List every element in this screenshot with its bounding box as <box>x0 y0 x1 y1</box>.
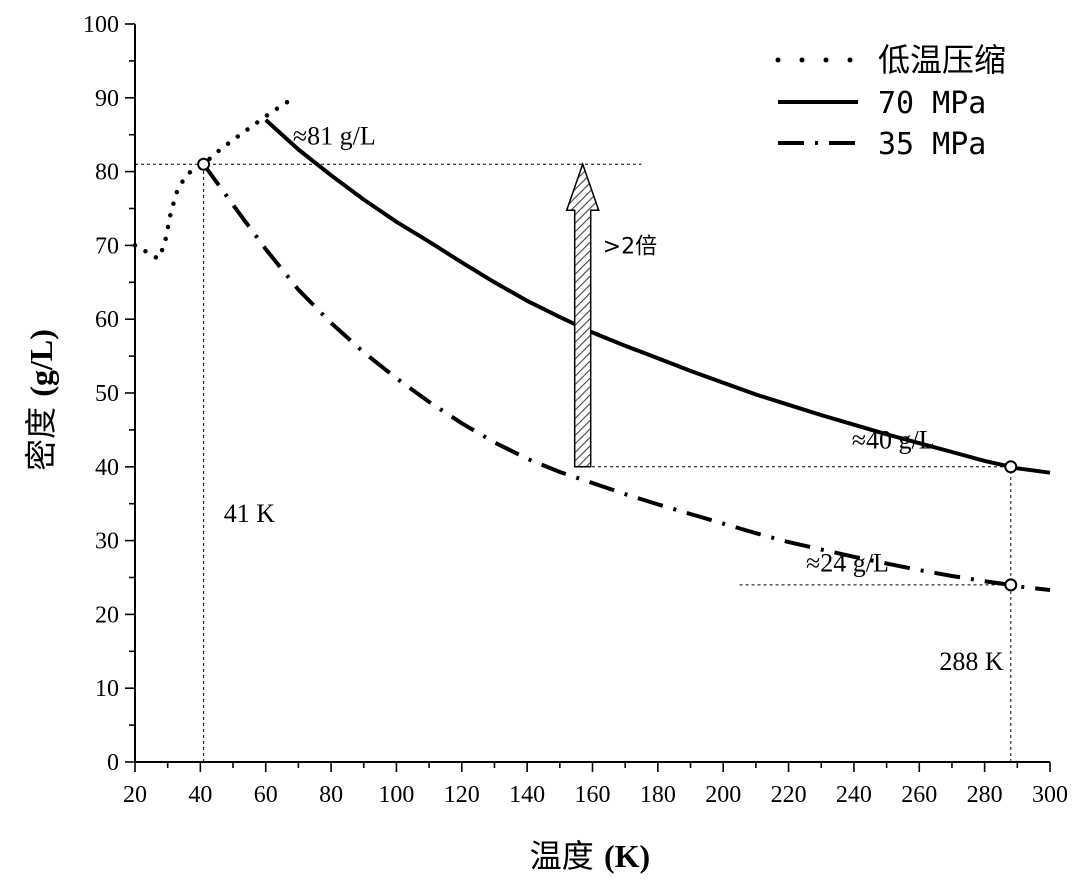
x-tick-label-0: 20 <box>123 782 147 808</box>
point-marker-0 <box>197 157 211 171</box>
legend-label-0: 低温压缩 <box>878 41 1006 79</box>
y-tick-label-8: 80 <box>95 160 119 186</box>
y-tick-label-0: 0 <box>107 750 119 776</box>
x-tick-label-13: 280 <box>967 782 1003 808</box>
series-lines <box>132 97 1051 592</box>
x-tick-label-7: 160 <box>575 782 611 808</box>
y-tick-label-9: 90 <box>95 86 119 112</box>
annotation-0: ≈81 g/L <box>293 121 376 150</box>
x-tick-label-3: 80 <box>319 782 343 808</box>
y-tick-label-1: 10 <box>95 676 119 702</box>
y-tick-label-3: 30 <box>95 529 119 555</box>
x-title-unit: (K) <box>604 838 650 874</box>
annotation-4: 288 K <box>939 647 1004 676</box>
annotation-2: ≈24 g/L <box>806 549 889 578</box>
x-tick-label-5: 120 <box>444 782 480 808</box>
legend-label-1: 70 MPa <box>878 86 986 121</box>
y-title-unit: (g/L) <box>23 329 59 397</box>
x-tick-label-11: 240 <box>836 782 872 808</box>
point-marker-1 <box>1004 460 1018 474</box>
x-tick-label-2: 60 <box>254 782 278 808</box>
legend-label-2: 35 MPa <box>878 127 986 162</box>
series-line-1 <box>264 118 1051 475</box>
x-tick-label-14: 300 <box>1032 782 1068 808</box>
x-tick-label-1: 40 <box>188 782 212 808</box>
guide-lines <box>135 163 1012 762</box>
x-tick-label-4: 100 <box>378 782 414 808</box>
series-line-2 <box>201 163 1051 592</box>
y-tick-label-2: 20 <box>95 602 119 628</box>
y-tick-label-5: 50 <box>95 381 119 407</box>
series-line-0 <box>132 97 295 261</box>
y-tick-label-10: 100 <box>83 12 119 38</box>
x-tick-label-6: 140 <box>509 782 545 808</box>
arrow-label: >2倍 <box>603 234 657 259</box>
x-tick-label-8: 180 <box>640 782 676 808</box>
point-markers <box>197 157 1018 592</box>
y-title-cn: 密度 <box>22 397 60 471</box>
x-axis-title: 温度 (K) <box>530 837 650 875</box>
x-tick-label-12: 260 <box>901 782 937 808</box>
x-title-cn: 温度 <box>530 837 604 875</box>
y-axis-title: 密度 (g/L) <box>22 329 60 471</box>
annotations: ≈81 g/L ≈40 g/L ≈24 g/L 41 K 288 K <box>224 121 1004 675</box>
tick-marks: 20 40 60 80 100 120 140 160 180 200 220 240 260 280 30… <box>83 12 1068 808</box>
x-tick-label-9: 200 <box>705 782 741 808</box>
x-tick-label-10: 220 <box>771 782 807 808</box>
arrow-shape <box>565 161 600 468</box>
y-tick-label-4: 40 <box>95 455 119 481</box>
y-tick-label-6: 60 <box>95 307 119 333</box>
legend: 低温压缩 70 MPa 35 MPa <box>775 41 1006 162</box>
y-tick-label-7: 70 <box>95 233 119 259</box>
point-marker-2 <box>1004 578 1018 592</box>
double-arrow: >2倍 <box>565 161 657 468</box>
annotation-1: ≈40 g/L <box>852 425 935 454</box>
annotation-3: 41 K <box>224 499 276 528</box>
